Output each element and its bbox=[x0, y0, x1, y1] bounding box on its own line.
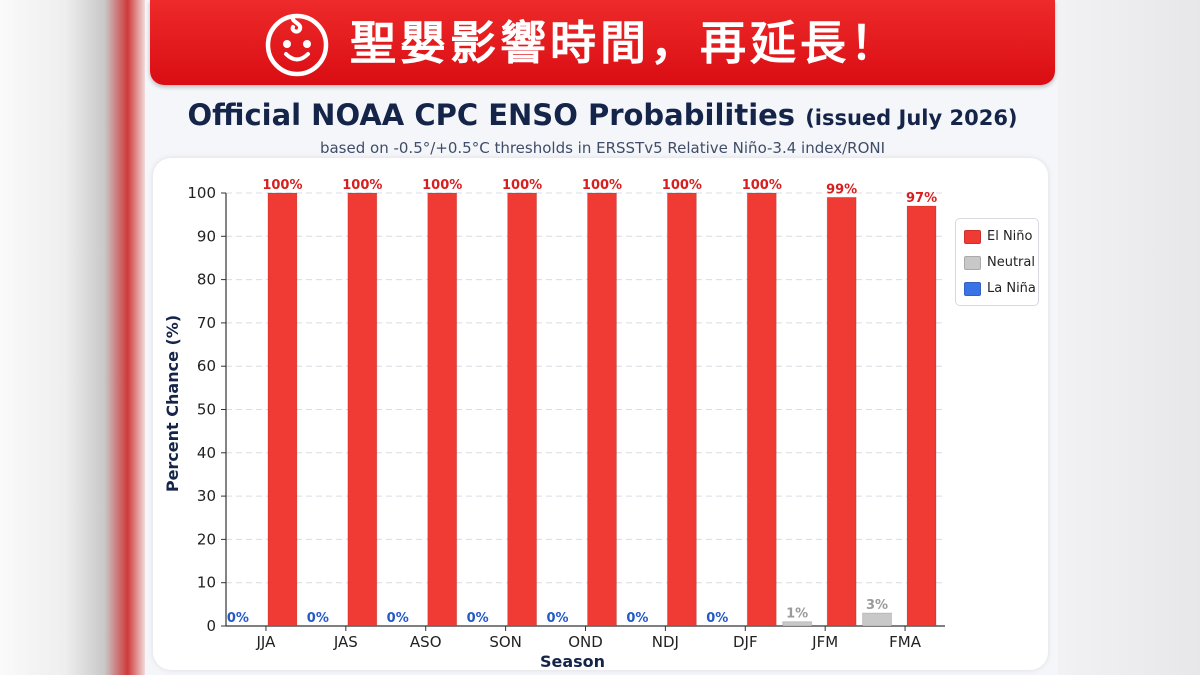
x-tick-label-jja: JJA bbox=[256, 633, 277, 651]
bar-el-nino-ond bbox=[587, 192, 617, 627]
legend-label-neutral: Neutral bbox=[987, 255, 1035, 270]
legend-item-el-nino: El Niño bbox=[964, 228, 1033, 246]
x-tick-label-fma: FMA bbox=[889, 633, 922, 651]
chart-title-main: Official NOAA CPC ENSO Probabilities bbox=[187, 98, 796, 132]
x-tick-label-ndj: NDJ bbox=[652, 633, 679, 651]
data-label-el-nino-jas: 100% bbox=[342, 178, 382, 193]
data-label-la-nina-jja: 0% bbox=[227, 611, 249, 626]
headline-text: 聖嬰影響時間，再延長！ bbox=[350, 16, 900, 70]
bar-el-nino-djf bbox=[746, 192, 777, 627]
y-tick-label: 20 bbox=[197, 530, 216, 548]
bar-neutral-jfm bbox=[782, 621, 813, 627]
legend-label-la-nina: La Niña bbox=[987, 281, 1036, 296]
y-axis-title: Percent Chance (%) bbox=[163, 315, 182, 492]
x-tick-label-jfm: JFM bbox=[811, 633, 838, 651]
bar-el-nino-son bbox=[507, 192, 538, 627]
y-tick-label: 80 bbox=[197, 271, 216, 289]
data-label-el-nino-fma: 97% bbox=[906, 191, 937, 206]
bar-el-nino-fma bbox=[906, 205, 937, 627]
y-tick-label: 10 bbox=[197, 574, 216, 592]
y-tick-label: 70 bbox=[197, 314, 216, 332]
bar-el-nino-aso bbox=[427, 192, 458, 627]
x-tick-label-aso: ASO bbox=[410, 633, 442, 651]
legend-item-la-nina: La Niña bbox=[964, 280, 1036, 298]
chart-legend: El Niño Neutral La Niña bbox=[955, 218, 1039, 306]
x-tick-label-son: SON bbox=[489, 633, 522, 651]
data-label-el-nino-jja: 100% bbox=[262, 178, 302, 193]
data-label-la-nina-jas: 0% bbox=[307, 611, 329, 626]
y-tick-label: 50 bbox=[197, 401, 216, 419]
baby-face-icon bbox=[265, 13, 329, 77]
left-background-strip bbox=[0, 0, 145, 675]
chart-title-issued: (issued July 2026) bbox=[805, 106, 1018, 130]
right-background-strip bbox=[1058, 0, 1200, 675]
y-tick-label: 90 bbox=[197, 227, 216, 245]
data-label-el-nino-jfm: 99% bbox=[826, 182, 857, 197]
y-tick-label: 100 bbox=[187, 184, 216, 202]
chart-title: Official NOAA CPC ENSO Probabilities (is… bbox=[150, 98, 1055, 132]
y-tick-label: 60 bbox=[197, 357, 216, 375]
data-label-neutral-fma: 3% bbox=[866, 598, 888, 613]
bar-neutral-fma bbox=[862, 612, 893, 627]
legend-label-el-nino: El Niño bbox=[987, 229, 1033, 244]
data-label-el-nino-djf: 100% bbox=[742, 178, 782, 193]
y-tick-label: 40 bbox=[197, 444, 216, 462]
data-label-la-nina-djf: 0% bbox=[706, 611, 728, 626]
data-label-el-nino-aso: 100% bbox=[422, 178, 462, 193]
x-tick-label-jas: JAS bbox=[333, 633, 358, 651]
legend-swatch-la-nina bbox=[964, 282, 981, 296]
legend-item-neutral: Neutral bbox=[964, 254, 1035, 272]
chart-subtitle: based on -0.5°/+0.5°C thresholds in ERSS… bbox=[319, 139, 886, 157]
x-tick-label-djf: DJF bbox=[733, 633, 758, 651]
data-label-la-nina-aso: 0% bbox=[387, 611, 409, 626]
data-label-el-nino-son: 100% bbox=[502, 178, 542, 193]
headline-banner: 聖嬰影響時間，再延長！ bbox=[150, 0, 1055, 85]
bar-el-nino-jas bbox=[347, 192, 378, 627]
data-label-neutral-jfm: 1% bbox=[786, 607, 808, 622]
bar-el-nino-jfm bbox=[826, 196, 857, 627]
legend-swatch-neutral bbox=[964, 256, 981, 270]
x-axis-title: Season bbox=[540, 652, 605, 671]
data-label-la-nina-son: 0% bbox=[467, 611, 489, 626]
bar-el-nino-jja bbox=[267, 192, 298, 627]
y-tick-label: 0 bbox=[206, 617, 216, 635]
y-tick-label: 30 bbox=[197, 487, 216, 505]
bar-el-nino-ndj bbox=[666, 192, 697, 627]
data-label-el-nino-ndj: 100% bbox=[662, 178, 702, 193]
data-label-la-nina-ndj: 0% bbox=[626, 611, 648, 626]
x-tick-label-ond: OND bbox=[568, 633, 603, 651]
data-label-la-nina-ond: 0% bbox=[546, 611, 568, 626]
legend-swatch-el-nino bbox=[964, 230, 981, 244]
data-label-el-nino-ond: 100% bbox=[582, 178, 622, 193]
